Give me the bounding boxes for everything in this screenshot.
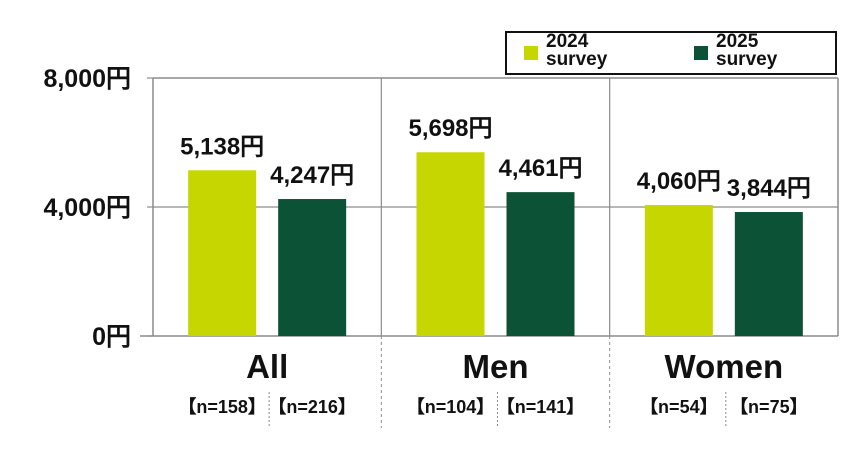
sample-size-label: 【n=216】 [268,397,356,417]
sample-size-label: 【n=75】 [730,397,808,417]
y-tick-label: 8,000円 [43,65,131,93]
sample-size-label: 【n=54】 [640,397,718,417]
bar-all-series-2 [278,199,347,336]
legend-label: survey [716,49,778,70]
data-label: 5,698円 [408,115,492,142]
bar-men-series-1 [416,152,485,336]
bar-women-series-2 [734,212,803,336]
data-label: 3,844円 [727,175,811,202]
bar-all-series-1 [188,170,257,336]
legend-box [505,31,837,75]
legend-label: survey [546,49,608,70]
legend-swatch-2 [694,46,708,60]
y-tick-label: 4,000円 [43,194,131,222]
bar-men-series-2 [506,192,575,336]
data-label: 4,247円 [270,162,354,189]
y-tick-label: 0円 [92,323,131,351]
category-label-men: Men [463,348,529,385]
data-label: 4,461円 [498,155,582,182]
legend-label: 2025 [716,31,759,52]
sample-size-label: 【n=104】 [407,397,495,417]
legend-swatch-1 [524,46,538,60]
legend-label: 2024 [546,31,589,52]
category-label-all: All [246,348,288,385]
sample-size-label: 【n=141】 [497,397,585,417]
bar-women-series-1 [644,205,713,336]
data-label: 5,138円 [180,133,264,160]
data-label: 4,060円 [637,168,721,195]
category-label-women: Women [665,348,784,385]
sample-size-label: 【n=158】 [178,397,266,417]
